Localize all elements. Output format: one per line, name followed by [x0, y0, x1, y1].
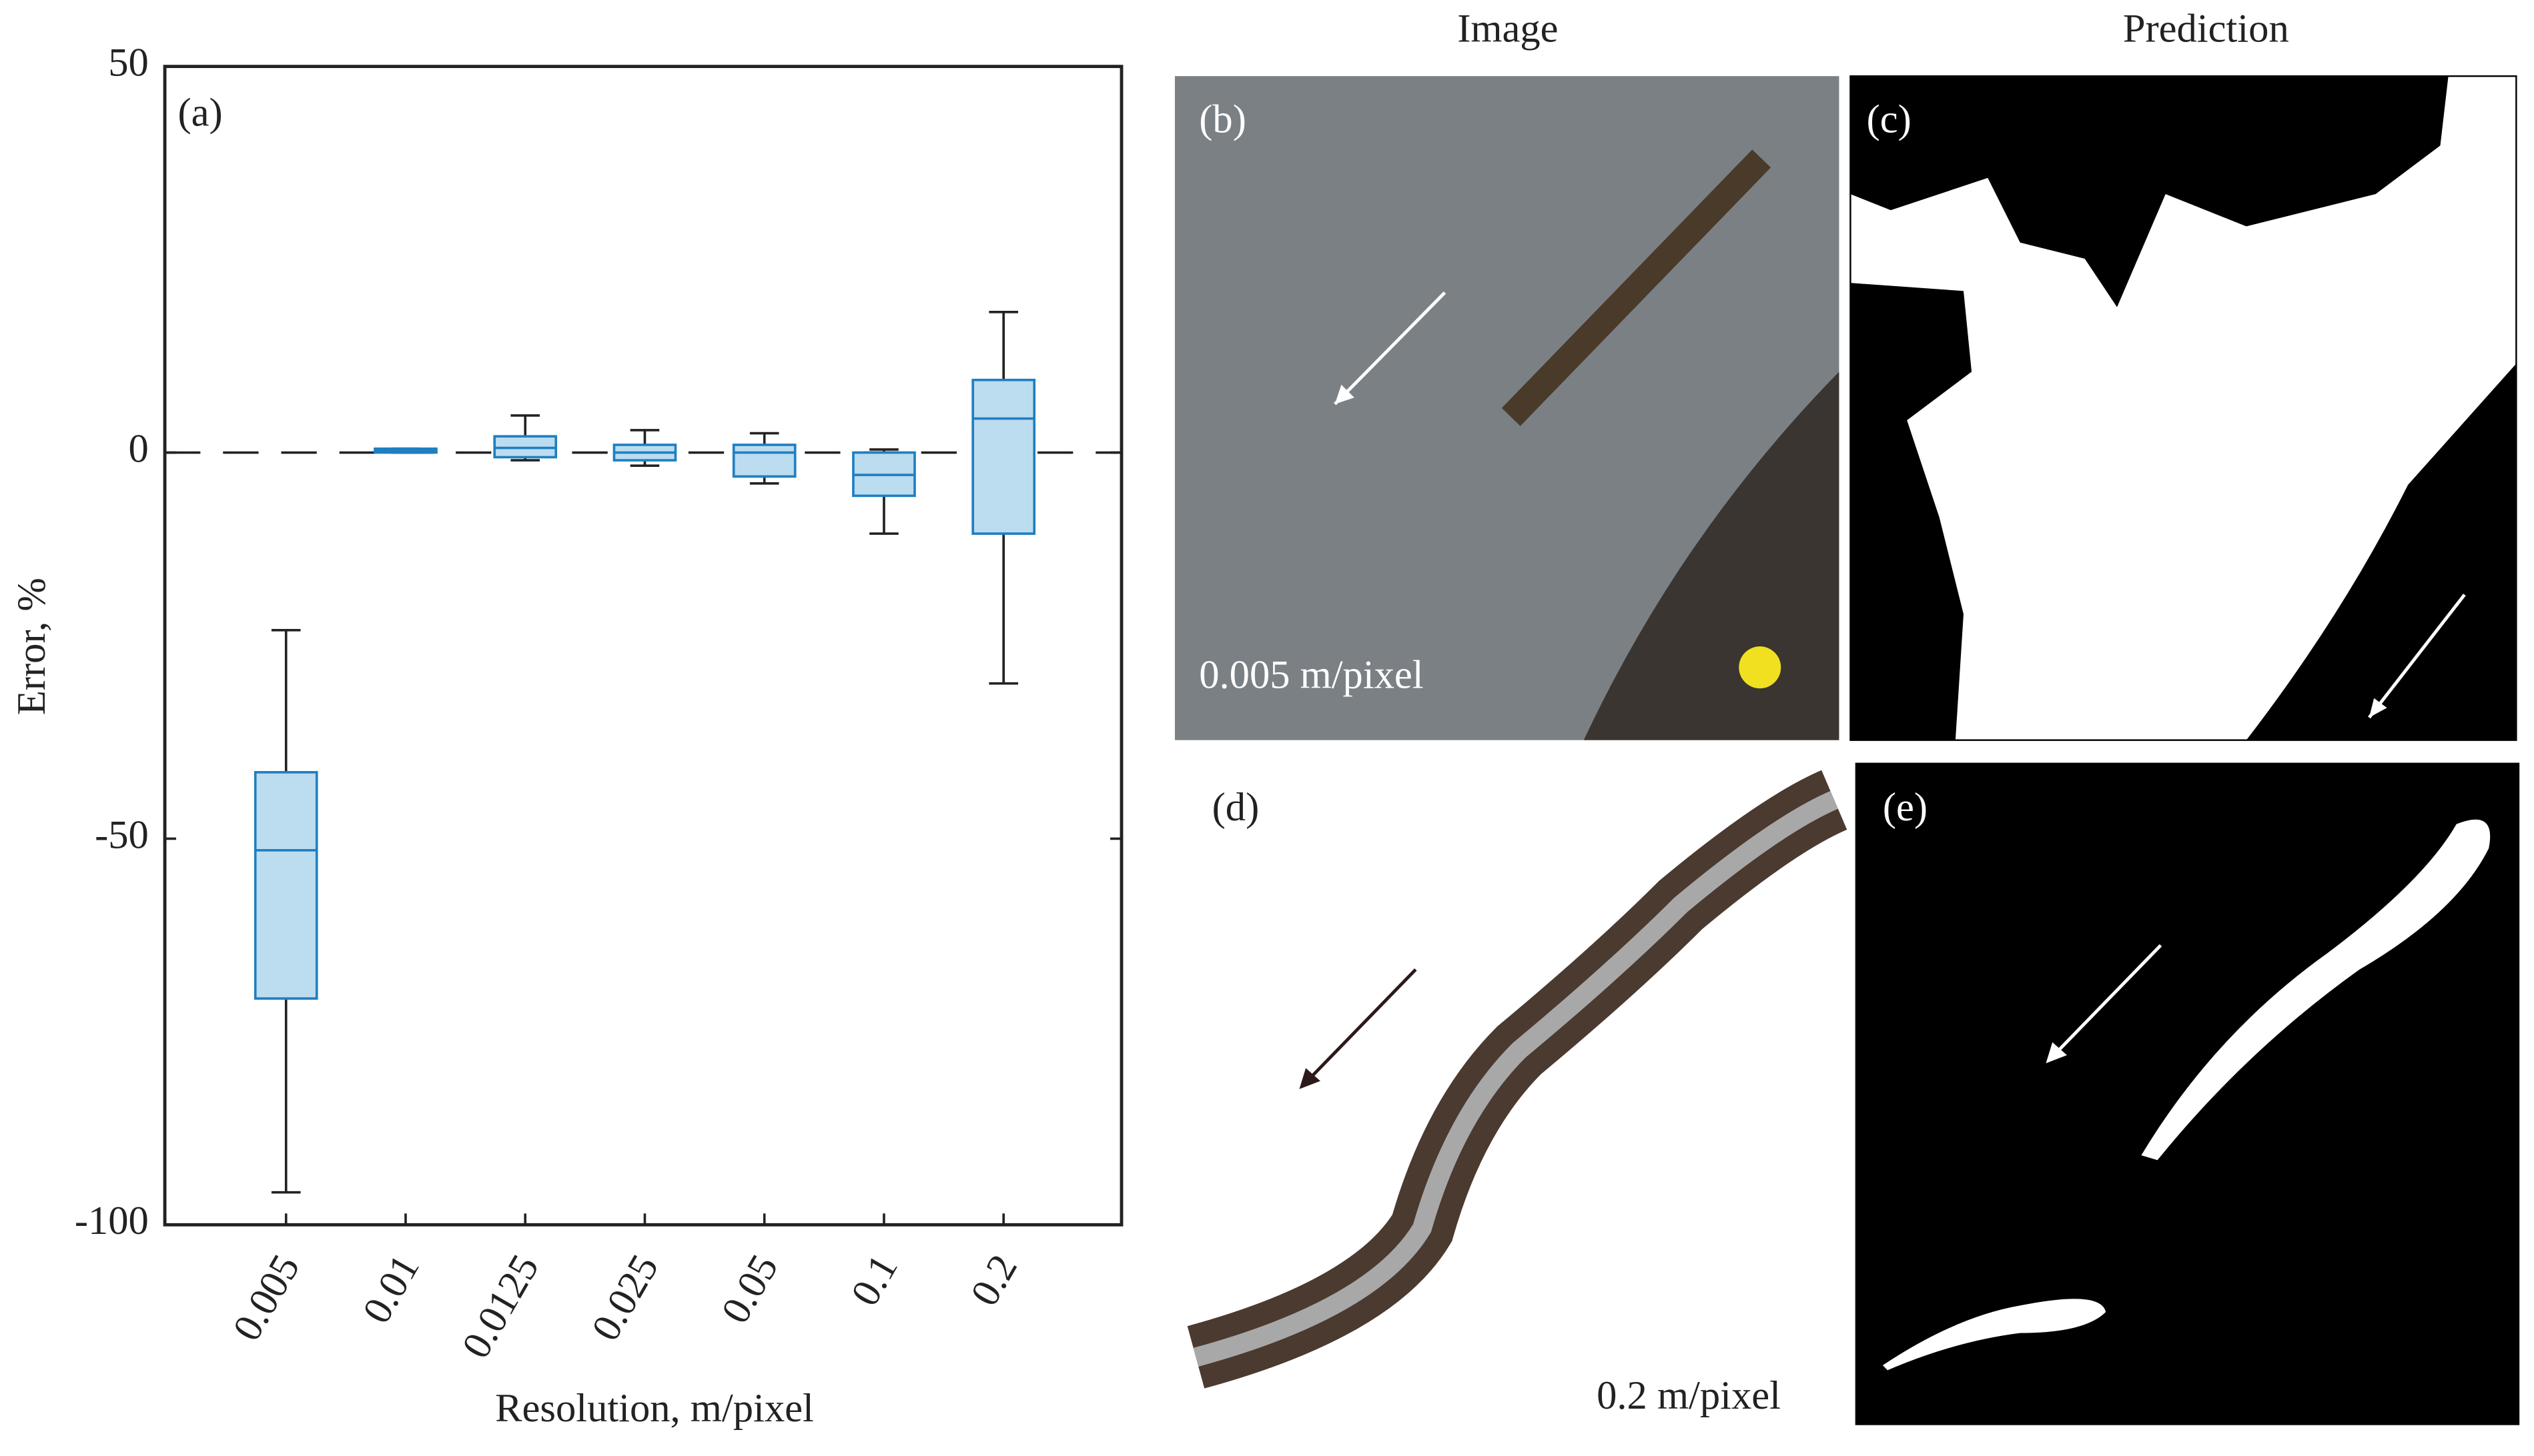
col-title: Image [1457, 7, 1558, 51]
y-tick-label: -100 [75, 1199, 149, 1243]
mask [1850, 283, 1972, 740]
y-tick-label: 50 [108, 41, 149, 85]
x-tick-label: 0.2 [962, 1247, 1026, 1313]
box [254, 771, 318, 1000]
x-axis-label: Resolution, m/pixel [495, 1386, 814, 1431]
plot-frame [163, 65, 1124, 1227]
col-title: Prediction [2123, 7, 2289, 51]
arrowhead [2046, 1042, 2067, 1064]
arrow [2368, 594, 2466, 719]
resolution-label: 0.005 m/pixel [1199, 653, 1423, 698]
x-tick-label: 0.025 [583, 1247, 667, 1348]
mask [1850, 76, 2449, 307]
arrowhead [2369, 698, 2387, 718]
resolution-label: 0.2 m/pixel [1597, 1373, 1781, 1418]
log [1501, 149, 1771, 426]
x-tick-label: 0.0125 [454, 1247, 548, 1366]
arrow [1334, 291, 1446, 406]
box [732, 444, 797, 478]
arrowhead [1299, 1068, 1320, 1089]
arrowhead [1334, 384, 1354, 404]
panel-label: (c) [1867, 97, 1912, 141]
y-axis-label: Error, % [9, 578, 54, 715]
river-banks [1187, 770, 1847, 1389]
marker [1739, 646, 1781, 689]
panel-label: (d) [1212, 785, 1260, 830]
mask [2141, 819, 2491, 1161]
y-tick-label: -50 [95, 812, 149, 857]
panel-label: (e) [1883, 785, 1928, 830]
panel-label: (a) [177, 91, 222, 135]
river [1193, 790, 1838, 1367]
panel-label: (b) [1199, 97, 1246, 141]
y-tick-label: 0 [129, 426, 149, 471]
x-tick-label: 0.005 [224, 1247, 308, 1348]
arrow [2048, 944, 2162, 1061]
arrow [1301, 968, 1417, 1087]
x-tick-label: 0.05 [713, 1247, 787, 1331]
x-tick-label: 0.01 [354, 1247, 428, 1331]
x-tick-label: 0.1 [843, 1247, 907, 1313]
bank [1583, 372, 1839, 740]
mask [1882, 1299, 2106, 1371]
mask [2246, 363, 2517, 740]
box [971, 378, 1036, 535]
